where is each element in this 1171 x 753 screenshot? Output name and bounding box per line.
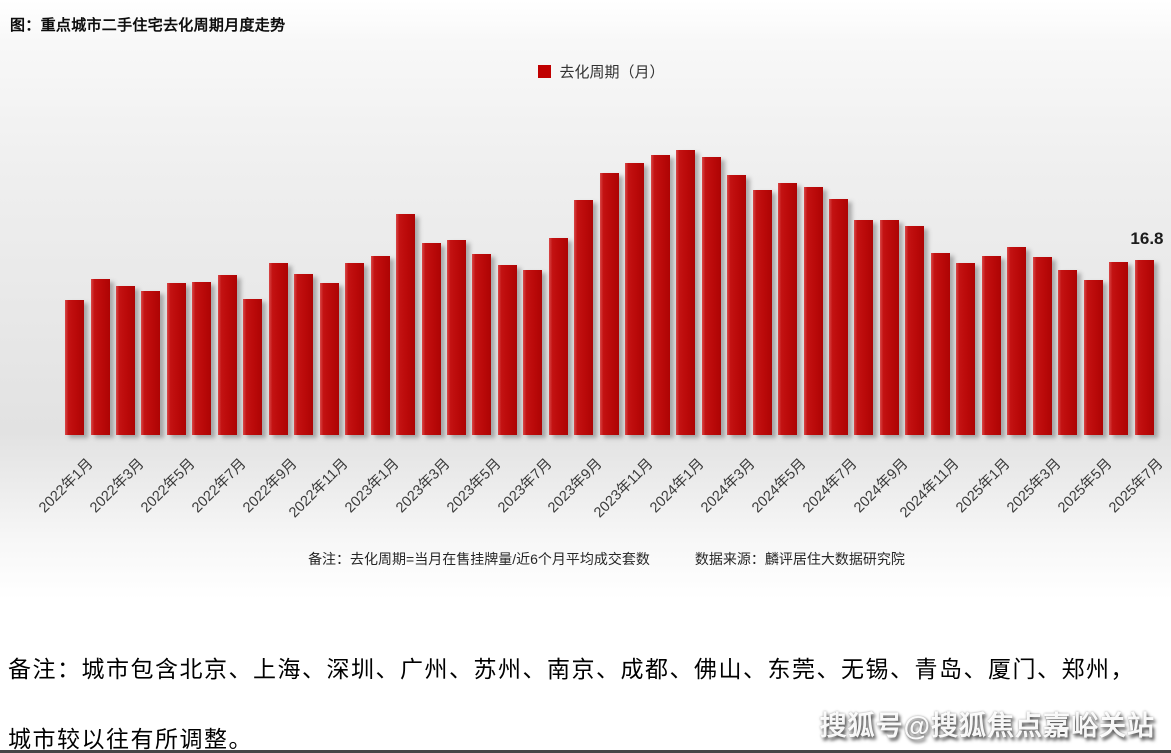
x-tick-label: 2022年5月	[138, 455, 199, 517]
x-tick-label: 2023年3月	[392, 455, 454, 517]
legend: 去化周期（月）	[16, 61, 1171, 82]
bar-2024年4月	[752, 190, 772, 435]
bar-2024年9月	[879, 220, 899, 435]
x-tick-label: 2022年3月	[87, 455, 148, 517]
bar-2022年2月	[90, 278, 110, 435]
bar-2025年6月	[1109, 262, 1129, 435]
x-tick-label: 2023年1月	[341, 455, 403, 517]
bar-2025年3月	[1032, 256, 1052, 435]
bar-2023年10月	[599, 172, 619, 435]
bar-2024年1月	[676, 149, 696, 435]
bar-2023年7月	[523, 270, 543, 435]
watermark: 搜狐号@搜狐焦点嘉峪关站	[819, 711, 1155, 741]
bar-2024年2月	[701, 156, 721, 435]
x-tick-label: 2025年5月	[1054, 455, 1116, 517]
chart-footnote: 备注：去化周期=当月在售挂牌量/近6个月平均成交套数 数据来源：麟评居住大数据研…	[21, 549, 1171, 569]
chart-title: 图：重点城市二手住宅去化周期月度走势	[10, 17, 286, 34]
bar-2023年9月	[574, 199, 594, 435]
bar-2025年5月	[1083, 279, 1103, 435]
bar-2023年1月	[370, 255, 390, 435]
x-axis-labels: 2022年1月 2022年3月 2022年5月 2022年7月 2022年9月 2022年…	[36, 435, 1166, 545]
bottom-divider	[0, 750, 1171, 753]
bar-2025年1月	[981, 255, 1001, 435]
x-tick-label: 2023年7月	[494, 455, 556, 517]
bar-2024年11月	[930, 252, 950, 435]
bar-2022年11月	[319, 282, 339, 435]
chart-panel: 图：重点城市二手住宅去化周期月度走势 去化周期（月） 16.8 2022年1月 2…	[0, 0, 1171, 600]
bar-2023年2月	[396, 214, 415, 435]
bar-2023年3月	[421, 243, 441, 435]
x-tick-label: 2024年3月	[698, 455, 759, 517]
bar-2023年5月	[472, 253, 492, 435]
x-tick-label: 2025年3月	[1004, 455, 1065, 517]
bar-2024年10月	[905, 225, 925, 435]
remark-line-2: 城市较以往有所调整。	[8, 727, 253, 752]
x-tick-label: 2025年7月	[1105, 455, 1167, 517]
bar-2022年6月	[192, 281, 212, 435]
bar-2024年12月	[956, 263, 976, 435]
remark-line-1: 备注：城市包含北京、上海、深圳、广州、苏州、南京、成都、佛山、东莞、无锡、青岛、…	[8, 657, 1135, 682]
x-tick-label: 2022年1月	[36, 455, 97, 517]
bar-2024年6月	[803, 187, 823, 435]
legend-color-swatch-icon	[538, 65, 552, 78]
bar-2022年3月	[115, 286, 135, 435]
bar-2025年2月	[1007, 246, 1027, 435]
bar-2022年4月	[141, 291, 161, 435]
bar-2022年12月	[345, 263, 365, 435]
bars-layer: 16.8	[65, 0, 1164, 435]
footnote-note: 备注：去化周期=当月在售挂牌量/近6个月平均成交套数	[308, 551, 650, 567]
bar-2022年5月	[166, 282, 186, 435]
legend-label: 去化周期（月）	[559, 64, 665, 81]
remark-block: 备注：城市包含北京、上海、深圳、广州、苏州、南京、成都、佛山、东莞、无锡、青岛、…	[8, 650, 1171, 753]
x-tick-label: 2025年1月	[953, 455, 1014, 517]
bar-2023年12月	[650, 154, 670, 435]
x-tick-label: 2022年7月	[189, 455, 250, 517]
bar-value-label: 16.8	[1130, 229, 1164, 248]
bar-2022年8月	[243, 298, 263, 435]
bar-2024年3月	[727, 174, 747, 435]
footnote-source: 数据来源：麟评居住大数据研究院	[694, 551, 905, 567]
bar-2024年7月	[829, 198, 848, 435]
x-tick-label: 2024年7月	[800, 455, 861, 517]
bar-2023年6月	[497, 265, 517, 435]
bar-2022年7月	[217, 274, 237, 435]
bar-2025年7月	[1134, 260, 1154, 435]
bar-2022年10月	[294, 273, 314, 435]
bar-2022年1月	[65, 299, 84, 435]
bar-2022年9月	[268, 263, 288, 435]
bar-2023年11月	[625, 163, 645, 435]
bar-2025年4月	[1058, 270, 1078, 435]
bar-2023年8月	[548, 238, 568, 435]
x-tick-label: 2023年5月	[443, 455, 505, 517]
bar-2024年8月	[854, 220, 874, 435]
bar-2024年5月	[778, 182, 797, 435]
x-tick-label: 2024年1月	[647, 455, 708, 517]
x-tick-label: 2024年5月	[749, 455, 810, 517]
bar-2023年4月	[447, 240, 466, 435]
